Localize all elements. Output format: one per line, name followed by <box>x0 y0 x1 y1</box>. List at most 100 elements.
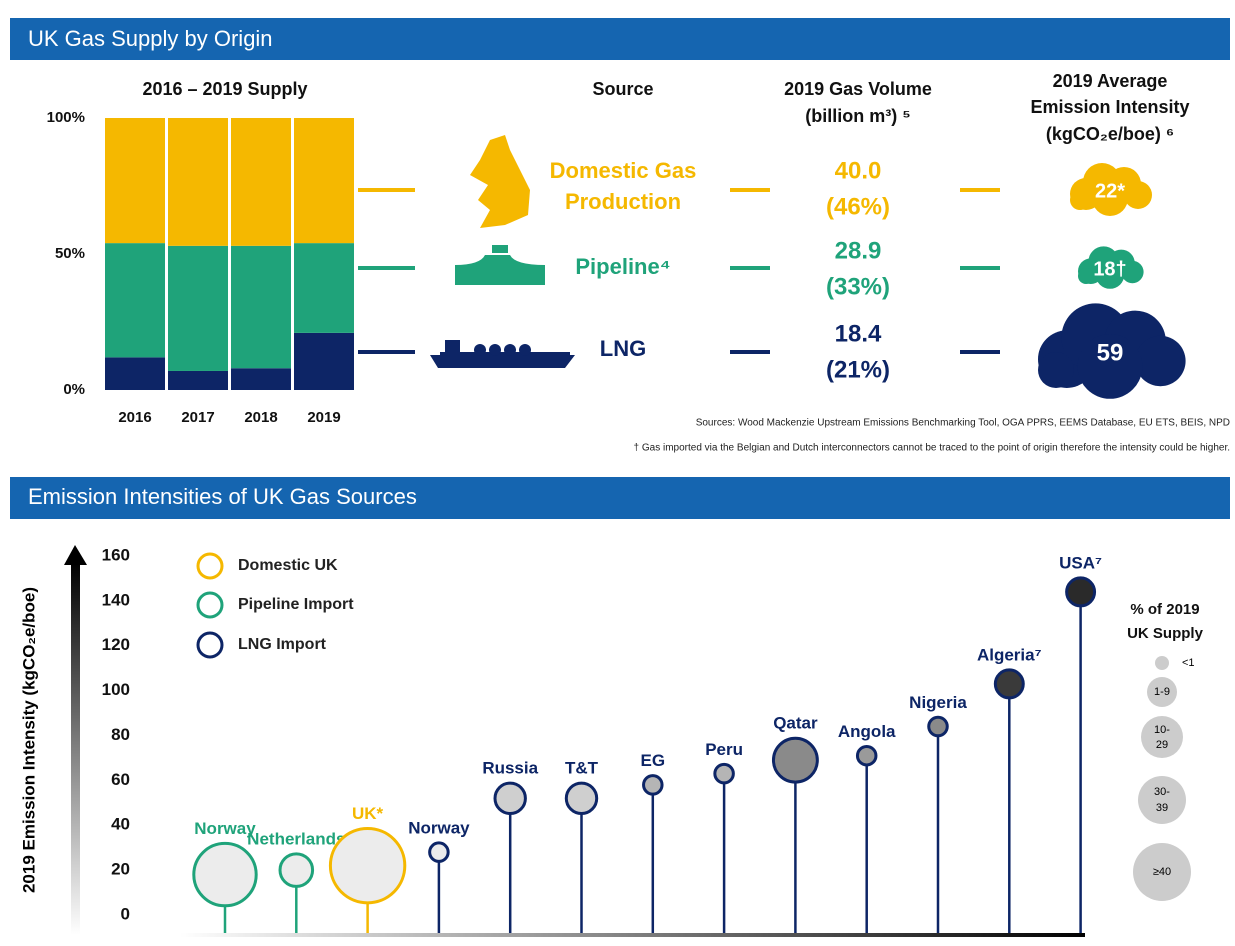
cloud <box>1092 180 1128 216</box>
share: (46%) <box>826 193 890 220</box>
size-legend-title: UK Supply <box>1127 625 1203 642</box>
y-tick-label: 0 <box>121 904 130 923</box>
cloud <box>1095 260 1125 289</box>
source-label: Domestic Gas <box>550 158 697 183</box>
point-label: Norway <box>194 819 256 838</box>
header: UK Gas Supply by Origin <box>28 26 273 51</box>
bar-segment <box>231 368 291 390</box>
bubble <box>993 668 1025 700</box>
bubble <box>278 852 315 888</box>
column-header: 2019 Gas Volume <box>784 79 932 99</box>
point-label: Angola <box>838 722 896 741</box>
bar-segment <box>168 245 228 371</box>
legend-swatch <box>196 631 224 659</box>
y-tick-label: 60 <box>111 770 130 789</box>
legend-swatch <box>196 552 224 580</box>
size-legend-label: 39 <box>1156 802 1168 814</box>
y-tick-label: 100 <box>102 680 130 699</box>
ship-icon <box>445 340 531 356</box>
column-header: 2019 Average <box>1053 71 1168 91</box>
y-axis-label: 2019 Emission Intensity (kgCO₂e/boe) <box>19 587 38 893</box>
bar-segment <box>294 118 354 244</box>
point-label: T&T <box>565 759 599 778</box>
legend-label: Domestic UK <box>238 557 338 574</box>
point-label: Russia <box>482 759 538 778</box>
bubble <box>642 774 664 796</box>
bubble <box>328 826 407 905</box>
sources: Sources: Wood Mackenzie Upstream Emissio… <box>696 418 1230 429</box>
uk-map-icon <box>470 135 530 228</box>
size-legend-bubble <box>1133 843 1191 901</box>
x-tick-label: 2016 <box>118 409 151 426</box>
size-legend-bubble <box>1138 776 1186 824</box>
point-label: Qatar <box>773 714 818 733</box>
cloud <box>1135 335 1186 387</box>
size-legend-label: 10- <box>1154 724 1170 736</box>
size-legend-label: ≥40 <box>1153 866 1171 878</box>
bar-segment <box>294 243 354 333</box>
legend-label: Pipeline Import <box>238 596 354 613</box>
y-tick-label: 0% <box>63 381 85 398</box>
size-legend-title: % of 2019 <box>1130 601 1199 618</box>
legend-label: LNG Import <box>238 636 327 653</box>
bubble <box>564 781 599 816</box>
bar-segment <box>231 245 291 369</box>
bubble <box>1065 576 1097 608</box>
bar-segment <box>231 118 291 246</box>
point-label: Algeria⁷ <box>977 645 1042 664</box>
point-label: Peru <box>705 740 743 759</box>
size-legend-label: 29 <box>1156 739 1168 751</box>
bar-segment <box>294 332 354 390</box>
bar-segment <box>105 357 165 390</box>
y-axis-arrow <box>64 545 87 565</box>
size-legend-label: 30- <box>1154 786 1170 798</box>
volume: 18.4 <box>835 320 882 347</box>
y-tick-label: 120 <box>102 635 130 654</box>
cloud <box>1124 181 1152 209</box>
point-label: USA⁷ <box>1059 553 1102 572</box>
column-header: (kgCO₂e/boe) ⁶ <box>1046 124 1174 144</box>
bubble <box>771 736 819 784</box>
cloud <box>1038 352 1074 388</box>
x-tick-label: 2017 <box>181 409 214 426</box>
bubble <box>855 744 878 767</box>
cloud <box>1077 334 1143 399</box>
bubble <box>493 781 527 816</box>
point-label: Norway <box>408 818 470 837</box>
intensity: 59 <box>1097 339 1124 366</box>
y-axis-arrow <box>71 562 80 935</box>
point-label: Nigeria <box>909 693 967 712</box>
chart-title: 2016 – 2019 Supply <box>142 79 307 99</box>
source-label: Pipeline⁴ <box>575 254 670 279</box>
source-label: LNG <box>600 336 646 361</box>
column-header: (billion m³) ⁵ <box>805 106 910 126</box>
intensity: 18† <box>1093 258 1126 280</box>
size-legend-label: <1 <box>1182 657 1195 669</box>
point-label: Netherlands <box>247 829 345 848</box>
y-tick-label: 50% <box>55 245 85 262</box>
bar-segment <box>168 118 228 246</box>
point-label: EG <box>641 751 666 770</box>
bubble <box>428 841 450 863</box>
legend-swatch <box>196 591 224 619</box>
pipeline-icon <box>455 255 545 285</box>
share: (21%) <box>826 356 890 383</box>
source-label: Production <box>565 189 681 214</box>
footnote: † Gas imported via the Belgian and Dutch… <box>634 443 1230 454</box>
y-tick-label: 160 <box>102 545 130 564</box>
column-header: Emission Intensity <box>1030 97 1189 117</box>
bubble <box>713 762 735 785</box>
intensity: 22* <box>1095 180 1125 202</box>
volume: 28.9 <box>835 237 882 264</box>
section-title: Emission Intensities of UK Gas Sources <box>28 484 417 509</box>
cloud <box>1078 268 1094 284</box>
column-header: Source <box>592 79 653 99</box>
size-legend-label: 1-9 <box>1154 686 1170 698</box>
y-tick-label: 40 <box>111 815 130 834</box>
size-legend-bubble <box>1147 677 1177 707</box>
y-tick-label: 100% <box>47 109 85 126</box>
bar-segment <box>168 370 228 390</box>
volume: 40.0 <box>835 157 882 184</box>
share: (33%) <box>826 273 890 300</box>
